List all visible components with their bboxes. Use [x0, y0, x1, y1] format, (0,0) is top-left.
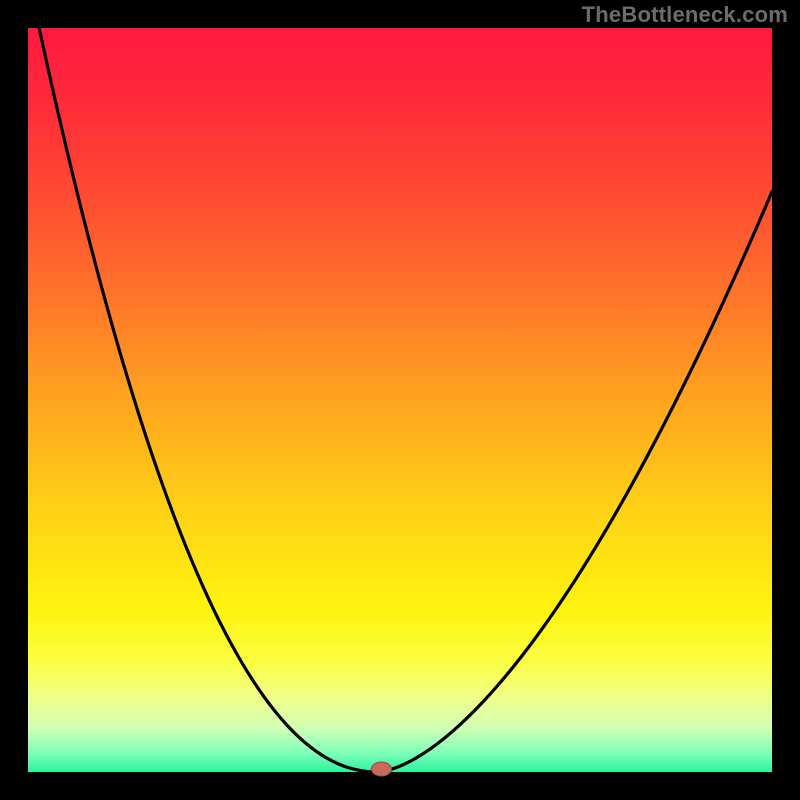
chart-container: TheBottleneck.com [0, 0, 800, 800]
watermark-text: TheBottleneck.com [582, 2, 788, 28]
minimum-marker [371, 762, 391, 776]
plot-gradient-background [28, 28, 772, 772]
bottleneck-chart [0, 0, 800, 800]
